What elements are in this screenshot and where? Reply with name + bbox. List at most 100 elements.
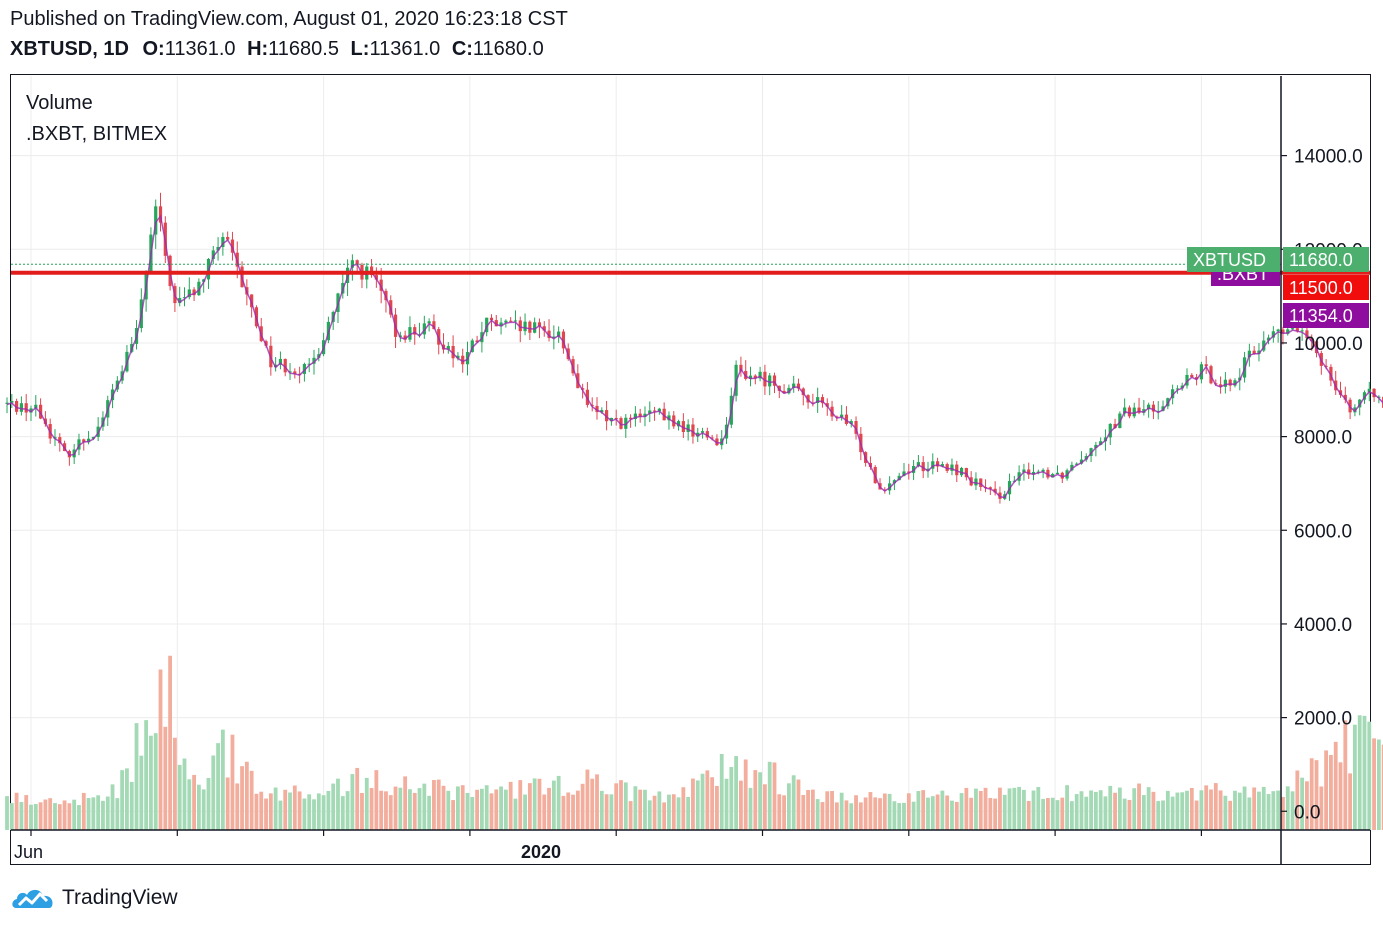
volume-bar	[964, 787, 969, 830]
volume-bar	[796, 779, 801, 830]
candle-body	[1060, 472, 1064, 479]
candle-body	[451, 345, 455, 359]
candle-body	[643, 413, 647, 417]
candle-body	[77, 439, 81, 450]
volume-bar	[316, 793, 321, 830]
candle-body	[379, 279, 383, 291]
volume-bar	[590, 778, 595, 830]
volume-bar	[230, 734, 235, 830]
volume-bar	[719, 754, 724, 830]
volume-bar	[1338, 762, 1343, 830]
low-value: 11361.0	[369, 38, 441, 60]
candle-body	[1127, 407, 1132, 417]
volume-bar	[48, 798, 53, 830]
volume-bar	[173, 737, 177, 830]
volume-bar	[628, 801, 633, 830]
candle-body	[648, 410, 652, 414]
volume-bar	[825, 791, 830, 830]
candle-body	[667, 415, 671, 421]
volume-bar	[1357, 715, 1362, 830]
candle-body	[509, 320, 513, 322]
candle-body	[935, 461, 940, 467]
y-tick-label: 6000.0	[1294, 521, 1352, 542]
candle-body	[1132, 407, 1136, 417]
volume-bar	[77, 805, 81, 830]
volume-bar	[830, 791, 834, 830]
volume-bar	[1305, 781, 1309, 830]
candle-body	[278, 358, 283, 365]
candle-body	[768, 375, 772, 387]
volume-bar	[767, 761, 772, 830]
y-tick-label: 4000.0	[1294, 615, 1352, 636]
candle-body	[696, 432, 700, 437]
volume-bar	[834, 802, 839, 830]
volume-bar	[1180, 792, 1185, 830]
candle-body	[1070, 464, 1074, 471]
volume-bar	[537, 778, 542, 830]
volume-bar	[623, 782, 628, 830]
tradingview-brand[interactable]: TradingView	[10, 884, 178, 912]
candle-body	[197, 281, 201, 296]
volume-bar	[297, 791, 302, 830]
volume-bar	[384, 791, 388, 830]
volume-bar	[1218, 790, 1223, 830]
volume-bar	[681, 787, 686, 830]
candle-body	[959, 467, 964, 476]
volume-bar	[115, 798, 120, 830]
volume-bar	[120, 770, 125, 830]
volume-bar	[470, 796, 475, 830]
volume-bar	[211, 755, 216, 830]
volume-bar	[1348, 773, 1352, 830]
volume-bar	[312, 799, 316, 830]
candle-body	[595, 405, 599, 413]
open-value: 11361.0	[164, 38, 236, 60]
volume-bar	[561, 795, 566, 830]
volume-bar	[1290, 791, 1295, 830]
volume-bar	[700, 773, 705, 830]
volume-bar	[599, 790, 604, 830]
volume-bar	[547, 787, 551, 830]
candle-body	[1233, 380, 1237, 386]
volume-bar	[1017, 786, 1022, 830]
candle-body	[302, 364, 307, 374]
volume-bar	[479, 788, 484, 830]
volume-bar	[542, 794, 547, 830]
chart-frame	[10, 74, 1371, 865]
volume-bar	[882, 793, 887, 830]
volume-bar	[29, 804, 33, 830]
volume-bar	[921, 790, 926, 830]
volume-bar	[758, 772, 763, 830]
volume-bar	[1132, 788, 1137, 830]
volume-bar	[1209, 789, 1213, 830]
candle-body	[561, 331, 566, 349]
candle-body	[461, 355, 465, 365]
candle-body	[1290, 328, 1295, 330]
volume-bar	[1252, 787, 1257, 830]
candle-body	[489, 317, 494, 321]
volume-bar	[427, 795, 432, 830]
volume-bar	[244, 761, 249, 830]
volume-bar	[192, 774, 196, 830]
volume-bar	[393, 786, 398, 830]
volume-bar	[715, 785, 719, 830]
candle-body	[1310, 338, 1314, 342]
volume-bar	[647, 800, 652, 830]
y-tick-label: 10000.0	[1294, 334, 1363, 355]
candle-body	[902, 471, 906, 476]
y-tick-label: 14000.0	[1294, 147, 1363, 168]
volume-bar	[144, 720, 149, 830]
volume-bar	[906, 793, 911, 830]
volume-bar	[484, 785, 489, 830]
candle-body	[58, 437, 62, 444]
volume-bar	[806, 790, 810, 830]
candle-body	[523, 321, 527, 332]
bxbt-price-tag: 11354.0	[1289, 306, 1353, 326]
volume-bar	[854, 795, 858, 830]
candle-body	[427, 321, 431, 324]
candle-body	[528, 321, 532, 333]
high-value: 11680.5	[268, 38, 339, 60]
volume-bar	[662, 802, 667, 830]
volume-bar	[998, 787, 1002, 830]
